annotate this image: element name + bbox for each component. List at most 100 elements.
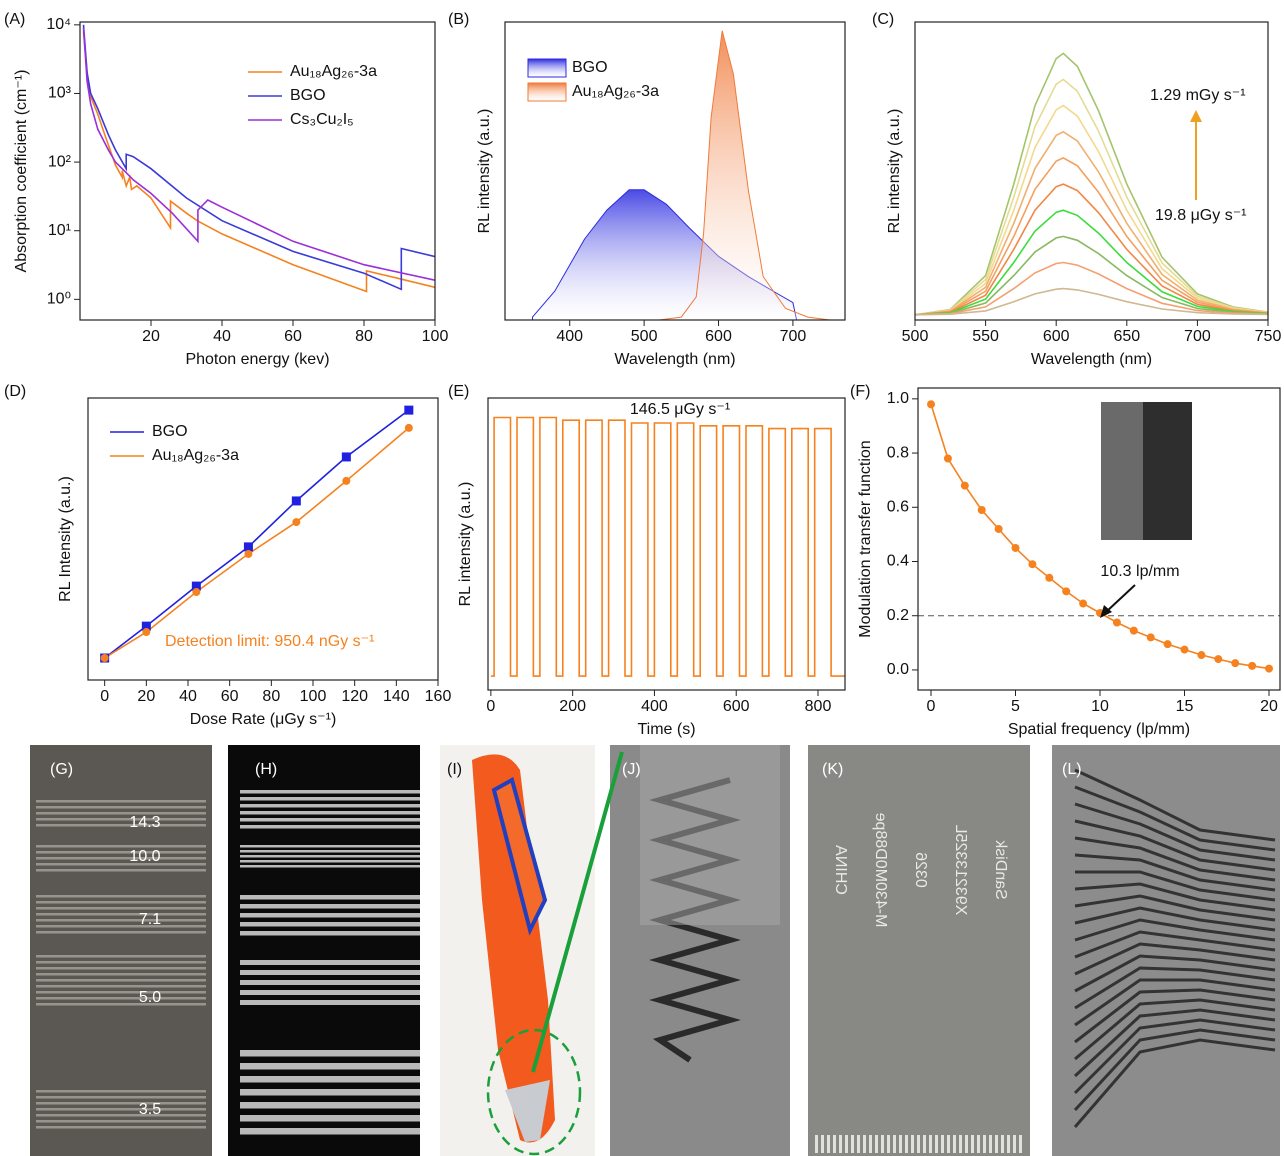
stripe bbox=[240, 1076, 420, 1083]
panel-label: (D) bbox=[4, 383, 26, 400]
marker bbox=[1163, 640, 1172, 649]
plot-frame bbox=[79, 21, 436, 321]
chip-text: M-430M0D88pe bbox=[872, 813, 889, 928]
x-tick-label: 400 bbox=[556, 328, 583, 345]
stripe bbox=[240, 931, 420, 936]
stripe bbox=[36, 961, 206, 964]
stripe bbox=[240, 904, 420, 909]
stripe bbox=[240, 845, 420, 848]
trace bbox=[1073, 1008, 1276, 1078]
stripe bbox=[36, 806, 206, 809]
stripe bbox=[36, 1102, 206, 1105]
stripe bbox=[36, 1096, 206, 1099]
marker bbox=[1180, 645, 1189, 654]
arrow-head bbox=[1100, 605, 1112, 618]
arrow bbox=[1105, 584, 1136, 613]
y-axis-label: RL intensity (a.u.) bbox=[457, 482, 474, 607]
stripe bbox=[240, 980, 420, 985]
marker bbox=[341, 452, 351, 462]
stripe bbox=[36, 1003, 206, 1006]
pin bbox=[911, 1135, 914, 1153]
x-axis-label: Dose Rate (μGy s⁻¹) bbox=[190, 711, 337, 728]
stripe bbox=[240, 811, 420, 815]
stripe bbox=[36, 991, 206, 994]
trace bbox=[1074, 819, 1276, 872]
trace bbox=[1074, 768, 1276, 842]
series-line bbox=[915, 78, 1268, 316]
marker bbox=[994, 524, 1003, 533]
pin bbox=[935, 1135, 938, 1153]
x-tick-label: 20 bbox=[137, 688, 155, 705]
chip-text: SanDisk bbox=[992, 839, 1009, 900]
pen-tip bbox=[505, 1080, 550, 1142]
pin bbox=[833, 1135, 836, 1153]
stripe bbox=[36, 1108, 206, 1111]
x-tick-label: 100 bbox=[422, 328, 449, 345]
trace bbox=[1073, 1018, 1276, 1095]
pin bbox=[941, 1135, 944, 1153]
x-tick-label: 100 bbox=[300, 688, 327, 705]
pin bbox=[899, 1135, 902, 1153]
stripe bbox=[240, 860, 420, 863]
pin bbox=[923, 1135, 926, 1153]
series-line bbox=[915, 235, 1268, 316]
x-tick-label: 20 bbox=[142, 328, 160, 345]
y-tick-label: 0.6 bbox=[887, 499, 909, 516]
legend-label: BGO bbox=[290, 87, 326, 104]
y-axis-label: RL intensity (a.u.) bbox=[886, 109, 903, 234]
stripe bbox=[240, 790, 420, 794]
area bbox=[658, 30, 831, 320]
y-tick-label: 10² bbox=[48, 153, 72, 170]
x-tick-label: 600 bbox=[705, 328, 732, 345]
trace bbox=[1074, 998, 1276, 1061]
marker bbox=[977, 505, 986, 514]
marker bbox=[100, 654, 109, 663]
stripe bbox=[240, 1089, 420, 1096]
plot-frame bbox=[917, 387, 1281, 691]
x-tick-label: 0 bbox=[100, 688, 109, 705]
chip-text: 0326 bbox=[912, 852, 929, 888]
stripe bbox=[240, 960, 420, 965]
series-line bbox=[915, 157, 1268, 316]
legend-label: Cs₃Cu₂I₅ bbox=[290, 111, 354, 128]
stripe bbox=[36, 1126, 206, 1129]
x-tick-label: 60 bbox=[221, 688, 239, 705]
stripe bbox=[36, 925, 206, 928]
stripe bbox=[240, 1128, 420, 1135]
pin bbox=[947, 1135, 950, 1153]
stripe bbox=[36, 919, 206, 922]
series-line bbox=[915, 104, 1268, 316]
pen-body bbox=[472, 754, 555, 1143]
marker bbox=[192, 588, 201, 597]
stripe bbox=[36, 979, 206, 982]
marker bbox=[1129, 626, 1138, 635]
x-tick-label: 20 bbox=[1260, 698, 1278, 715]
marker bbox=[1265, 664, 1274, 673]
x-tick-label: 0 bbox=[927, 698, 936, 715]
image-text: 14.3 bbox=[129, 814, 160, 831]
stripe bbox=[240, 1063, 420, 1070]
stripe bbox=[36, 901, 206, 904]
x-tick-label: 200 bbox=[559, 698, 586, 715]
pin bbox=[1019, 1135, 1022, 1153]
pin bbox=[983, 1135, 986, 1153]
pin bbox=[1013, 1135, 1016, 1153]
pin bbox=[989, 1135, 992, 1153]
marker bbox=[243, 542, 253, 552]
panel-label: (A) bbox=[4, 11, 25, 28]
x-axis-label: Wavelength (nm) bbox=[1031, 351, 1152, 368]
pin bbox=[977, 1135, 980, 1153]
trace bbox=[1073, 1028, 1276, 1112]
y-tick-label: 10³ bbox=[48, 85, 72, 102]
y-tick-label: 10¹ bbox=[48, 222, 71, 239]
y-tick-label: 1.0 bbox=[887, 390, 909, 407]
marker bbox=[292, 518, 301, 527]
series-line bbox=[490, 416, 845, 677]
y-tick-label: 0.0 bbox=[887, 661, 909, 678]
trace bbox=[1074, 853, 1276, 892]
stripe bbox=[240, 895, 420, 900]
stripe bbox=[36, 812, 206, 815]
marker bbox=[1028, 560, 1037, 569]
pin bbox=[881, 1135, 884, 1153]
pin bbox=[851, 1135, 854, 1153]
